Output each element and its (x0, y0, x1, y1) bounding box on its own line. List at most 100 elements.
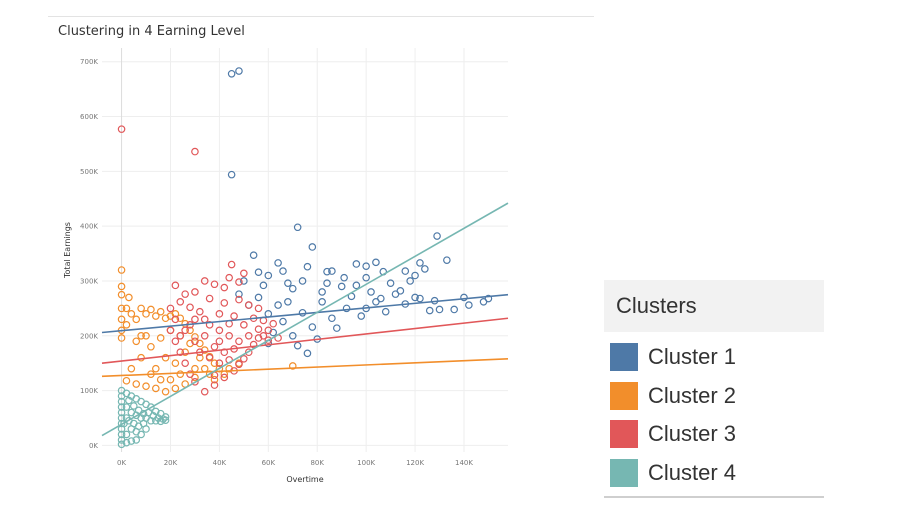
data-point[interactable] (132, 337, 141, 346)
data-point[interactable] (323, 267, 331, 276)
data-point[interactable] (181, 326, 189, 335)
data-point[interactable] (171, 310, 180, 318)
data-point[interactable] (298, 277, 307, 285)
data-point[interactable] (200, 331, 209, 340)
legend-item-cluster-4[interactable]: Cluster 4 (604, 454, 824, 493)
data-point[interactable] (191, 337, 199, 346)
data-point[interactable] (117, 408, 126, 417)
data-point[interactable] (288, 362, 297, 370)
data-point[interactable] (191, 333, 199, 341)
data-point[interactable] (191, 315, 199, 324)
data-point[interactable] (340, 273, 348, 282)
data-point[interactable] (227, 170, 236, 179)
data-point[interactable] (176, 370, 185, 378)
data-point[interactable] (205, 294, 214, 303)
data-point[interactable] (318, 298, 326, 306)
data-point[interactable] (186, 370, 194, 378)
data-point[interactable] (122, 438, 131, 447)
data-point[interactable] (411, 271, 419, 280)
data-point[interactable] (337, 282, 346, 291)
data-point[interactable] (122, 403, 131, 411)
data-point[interactable] (235, 67, 243, 75)
data-point[interactable] (127, 437, 136, 445)
data-point[interactable] (210, 359, 219, 367)
data-point[interactable] (171, 315, 180, 324)
data-point[interactable] (152, 364, 160, 373)
data-point[interactable] (240, 321, 248, 329)
data-point[interactable] (196, 353, 204, 362)
data-point[interactable] (465, 301, 473, 309)
data-point[interactable] (137, 331, 145, 340)
data-point[interactable] (328, 314, 336, 323)
data-point[interactable] (132, 380, 141, 388)
data-point[interactable] (117, 315, 126, 324)
data-point[interactable] (166, 326, 175, 335)
data-point[interactable] (159, 415, 167, 423)
data-point[interactable] (176, 331, 185, 340)
data-point[interactable] (460, 293, 468, 302)
data-point[interactable] (357, 312, 366, 320)
data-point[interactable] (191, 288, 199, 296)
data-point[interactable] (220, 283, 229, 292)
data-point[interactable] (161, 413, 170, 421)
data-point[interactable] (215, 337, 224, 346)
data-point[interactable] (308, 323, 317, 331)
data-point[interactable] (235, 290, 243, 298)
data-point[interactable] (227, 260, 236, 269)
data-point[interactable] (443, 256, 451, 264)
data-point[interactable] (450, 305, 458, 314)
data-point[interactable] (171, 359, 180, 367)
data-point[interactable] (125, 396, 133, 405)
data-point[interactable] (235, 295, 243, 304)
data-point[interactable] (225, 273, 233, 282)
data-point[interactable] (235, 278, 243, 286)
data-point[interactable] (367, 288, 375, 296)
data-point[interactable] (484, 294, 493, 303)
data-point[interactable] (186, 326, 194, 335)
data-point[interactable] (293, 341, 302, 350)
data-point[interactable] (342, 304, 351, 313)
data-point[interactable] (362, 262, 370, 270)
data-point[interactable] (117, 419, 126, 428)
data-point[interactable] (210, 381, 219, 389)
data-point[interactable] (264, 326, 273, 335)
data-point[interactable] (156, 307, 165, 316)
data-point[interactable] (181, 348, 189, 357)
data-point[interactable] (259, 281, 268, 290)
data-point[interactable] (264, 271, 273, 280)
data-point[interactable] (318, 288, 326, 296)
data-point[interactable] (416, 294, 424, 303)
data-point[interactable] (435, 305, 444, 314)
data-point[interactable] (264, 336, 273, 344)
data-point[interactable] (279, 267, 287, 275)
data-point[interactable] (421, 265, 429, 273)
data-point[interactable] (117, 125, 126, 133)
data-point[interactable] (328, 267, 336, 275)
data-point[interactable] (154, 414, 163, 422)
data-point[interactable] (259, 331, 268, 340)
data-point[interactable] (125, 293, 133, 302)
data-point[interactable] (249, 251, 258, 260)
data-point[interactable] (274, 259, 282, 267)
data-point[interactable] (171, 281, 180, 290)
legend-item-cluster-1[interactable]: Cluster 1 (604, 338, 824, 377)
data-point[interactable] (142, 331, 150, 340)
data-point[interactable] (147, 342, 155, 351)
data-point[interactable] (117, 440, 126, 449)
data-point[interactable] (235, 360, 243, 369)
data-point[interactable] (117, 430, 126, 439)
data-point[interactable] (254, 293, 263, 302)
data-point[interactable] (210, 375, 219, 384)
data-point[interactable] (215, 359, 224, 367)
data-point[interactable] (181, 290, 189, 298)
data-point[interactable] (132, 315, 141, 324)
legend-item-cluster-3[interactable]: Cluster 3 (604, 415, 824, 454)
data-point[interactable] (117, 266, 126, 274)
data-point[interactable] (122, 304, 131, 313)
data-point[interactable] (293, 223, 302, 232)
data-point[interactable] (401, 267, 410, 275)
data-point[interactable] (235, 337, 243, 346)
data-point[interactable] (186, 303, 194, 312)
data-point[interactable] (117, 282, 126, 291)
data-point[interactable] (132, 436, 141, 444)
